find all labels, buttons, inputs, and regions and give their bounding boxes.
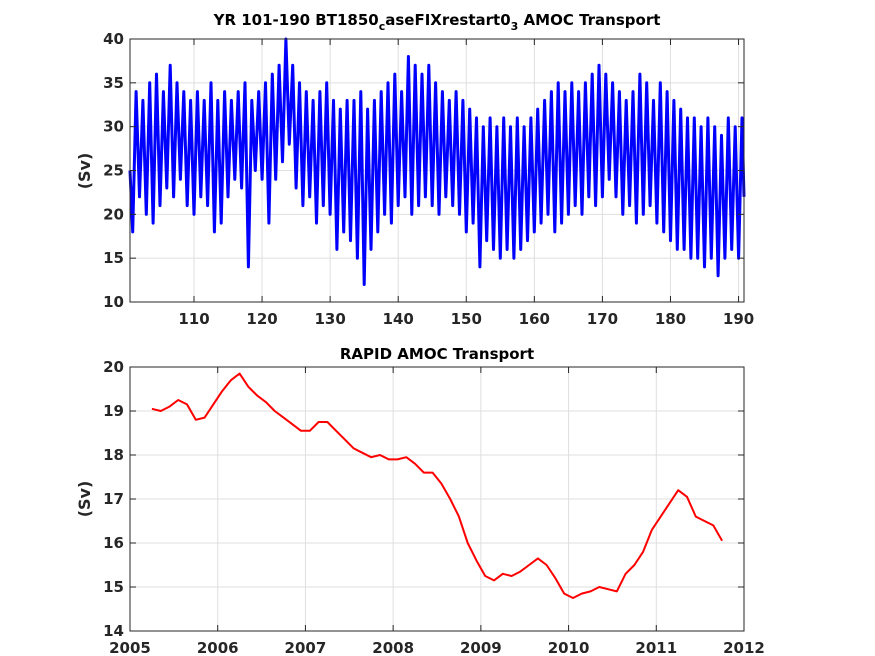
y-tick-label: 20: [103, 205, 124, 223]
x-tick-label: 2010: [548, 639, 590, 656]
x-tick-label: 160: [519, 310, 550, 328]
x-tick-label: 2011: [635, 639, 677, 656]
y-tick-label: 35: [103, 74, 124, 92]
x-tick-label: 140: [383, 310, 414, 328]
y-tick-label: 30: [103, 118, 124, 136]
y-tick-label: 10: [103, 293, 124, 311]
y-tick-label: 15: [103, 249, 124, 267]
y-tick-label: 25: [103, 162, 124, 180]
x-tick-label: 2009: [460, 639, 502, 656]
bottom-plot-series-line: [151, 372, 723, 599]
x-tick-label: 150: [451, 310, 482, 328]
x-tick-label: 130: [314, 310, 345, 328]
x-tick-label: 2012: [723, 639, 765, 656]
bottom-plot-title: RAPID AMOC Transport: [340, 345, 534, 363]
y-tick-label: 14: [103, 622, 124, 640]
bottom-plot-ylabel: (Sv): [75, 481, 94, 518]
x-tick-label: 110: [178, 310, 209, 328]
x-tick-label: 2006: [197, 639, 239, 656]
x-tick-label: 170: [587, 310, 618, 328]
x-tick-label: 2008: [372, 639, 414, 656]
bottom-plot-grid: [129, 366, 745, 632]
bottom-plot-x-ticks: 2005 2006 2007 2008 2009 2010 2011 2012: [109, 367, 765, 656]
top-plot-y-ticks: 10 15 20 25 30 35 40: [103, 30, 744, 311]
x-tick-label: 2007: [285, 639, 327, 656]
y-tick-label: 18: [103, 446, 124, 464]
y-tick-label: 17: [103, 490, 124, 508]
y-tick-label: 15: [103, 578, 124, 596]
y-tick-label: 16: [103, 534, 124, 552]
y-tick-label: 19: [103, 402, 124, 420]
x-tick-label: 120: [246, 310, 277, 328]
top-plot-series-line: [128, 37, 746, 286]
x-tick-label: 190: [723, 310, 754, 328]
top-plot-ylabel: (Sv): [75, 153, 94, 190]
y-tick-label: 40: [103, 30, 124, 48]
bottom-plot-y-ticks: 14 15 16 17 18 19 20: [103, 358, 744, 640]
y-tick-label: 20: [103, 358, 124, 376]
x-tick-label: 180: [655, 310, 686, 328]
top-plot-x-ticks: 110 120 130 140 150 160 170 180 190: [178, 39, 754, 328]
top-plot-title: YR 101-190 BT1850caseFIXrestart03 AMOC T…: [213, 11, 661, 33]
x-tick-label: 2005: [109, 639, 151, 656]
